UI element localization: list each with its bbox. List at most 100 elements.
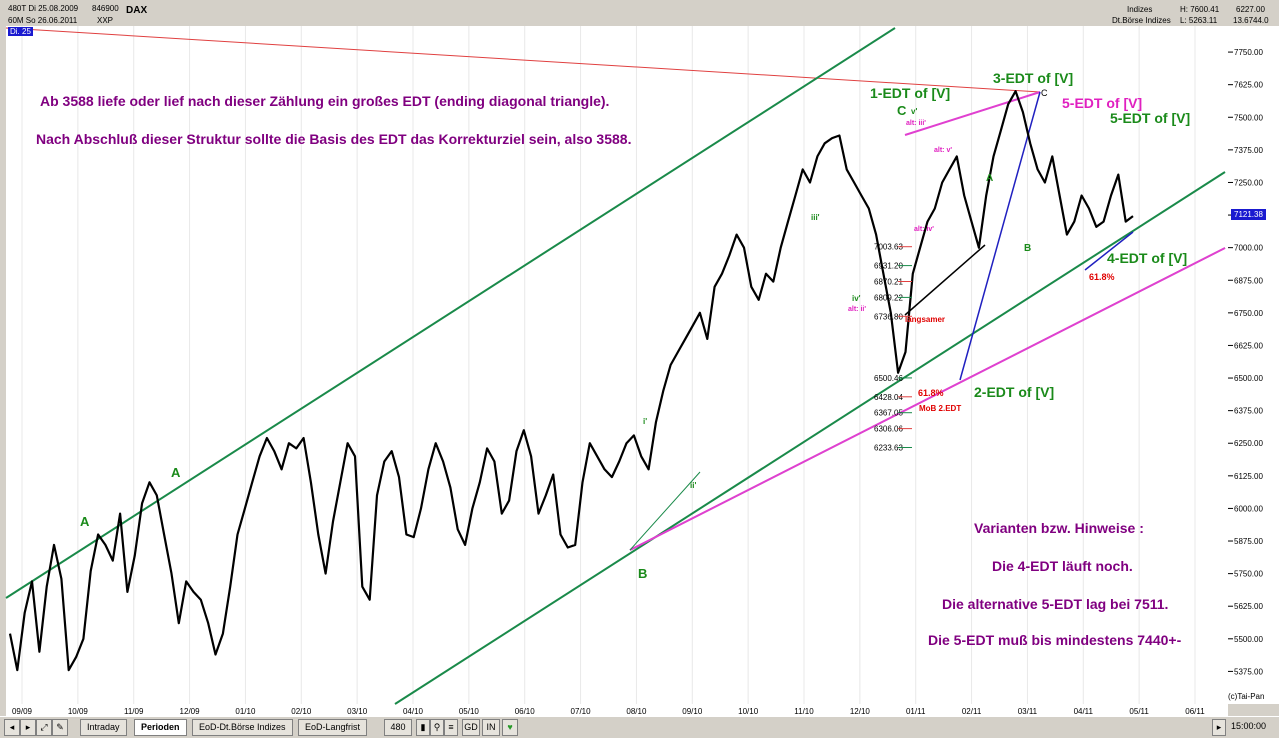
- header-val-1: 6227.00: [1236, 5, 1265, 14]
- x-tick-label: 03/10: [347, 707, 368, 716]
- magenta-trend-line: [629, 247, 1226, 551]
- label-alt-ii: alt: ii': [848, 306, 866, 313]
- label-4-edt: 4-EDT of [V]: [1107, 250, 1187, 266]
- y-tick-label: 6875.00: [1234, 276, 1263, 285]
- x-tick-label: 11/09: [124, 707, 144, 716]
- x-tick-label: 04/11: [1074, 707, 1094, 716]
- y-tick-label: 6500.00: [1234, 374, 1263, 383]
- x-tick-label: 01/10: [235, 707, 256, 716]
- y-tick-label: 6375.00: [1234, 407, 1263, 416]
- y-tick-label: 6000.00: [1234, 504, 1263, 513]
- x-tick-label: 12/09: [180, 707, 201, 716]
- header-low: L: 5263.11: [1180, 16, 1218, 25]
- header-date-1: 480T Di 25.08.2009: [8, 4, 79, 13]
- red-resistance-line: [5, 27, 1041, 93]
- label-alt-iv: alt: iv': [914, 226, 934, 233]
- x-tick-label: 02/11: [962, 707, 982, 716]
- x-tick-label: 10/10: [738, 707, 759, 716]
- annotation-text-1: Ab 3588 liefe oder lief nach dieser Zähl…: [40, 93, 609, 109]
- label-a-2: A: [171, 465, 181, 480]
- scroll-right-icon[interactable]: ▸: [20, 719, 36, 736]
- header-symbol: DAX: [126, 5, 148, 16]
- label-iii: iii': [811, 213, 820, 222]
- fib-level-label: 6233.63: [874, 443, 903, 452]
- y-tick-label: 7625.00: [1234, 81, 1263, 90]
- x-tick-label: 06/10: [515, 707, 536, 716]
- scroll-left-icon[interactable]: ◂: [4, 719, 20, 736]
- x-tick-label: 11/10: [794, 707, 814, 716]
- annotations: Ab 3588 liefe oder lief nach dieser Zähl…: [36, 70, 1190, 648]
- header-val-2: 13.6744.0: [1233, 16, 1269, 25]
- plot-area[interactable]: [6, 26, 1228, 704]
- fib-level-label: 6500.46: [874, 374, 903, 383]
- gd-button[interactable]: GD: [462, 719, 480, 736]
- header-date-2: 60M So 26.06.2011: [8, 16, 78, 25]
- price-line: [8, 90, 1134, 672]
- y-axis-area: [1228, 26, 1279, 704]
- hint-1: Die 4-EDT läuft noch.: [992, 558, 1133, 574]
- tools-icon[interactable]: ✎: [52, 719, 68, 736]
- header-code: 846900: [92, 4, 119, 13]
- label-a-1: A: [80, 514, 90, 529]
- label-2-edt: 2-EDT of [V]: [974, 384, 1054, 400]
- y-tick-label: 5375.00: [1234, 667, 1263, 676]
- label-iv: iv': [852, 294, 861, 303]
- hint-2: Die alternative 5-EDT lag bei 7511.: [942, 596, 1168, 612]
- bars-icon[interactable]: ▮: [416, 719, 430, 736]
- label-v: v': [911, 107, 917, 116]
- label-c-small: C: [1041, 88, 1048, 98]
- y-tick-label: 7375.00: [1234, 146, 1263, 155]
- label-3-edt: 3-EDT of [V]: [993, 70, 1073, 86]
- header-indizes: Indizes: [1127, 5, 1153, 14]
- label-alt-iii: alt: iii': [906, 120, 926, 127]
- x-axis-area: [6, 704, 1228, 716]
- green-wave-line: [629, 471, 701, 551]
- header-high: H: 7600.41: [1180, 5, 1220, 14]
- y-tick-label: 6750.00: [1234, 309, 1263, 318]
- x-tick-label: 02/10: [291, 707, 312, 716]
- label-b: B: [638, 566, 647, 581]
- time-display: 15:00:00: [1231, 721, 1267, 731]
- chart-grid: [21, 26, 1196, 704]
- header-badge: Di. 25: [8, 27, 33, 36]
- hint-3: Die 5-EDT muß bis mindestens 7440+-: [928, 632, 1182, 648]
- tab-eod-dt-boerse[interactable]: EoD-Dt.Börse Indizes: [192, 719, 293, 736]
- header-market: Dt.Börse Indizes: [1112, 16, 1171, 25]
- y-tick-label: 5875.00: [1234, 537, 1263, 546]
- fib-level-label: 6870.21: [874, 277, 903, 286]
- label-alt-v: alt: v': [934, 147, 952, 154]
- label-mob: MoB 2.EDT: [919, 404, 961, 413]
- y-tick-label: 5625.00: [1234, 602, 1263, 611]
- fib-level-label: 6809.22: [874, 293, 903, 302]
- label-i: i': [643, 417, 647, 426]
- blue-support-line: [1084, 231, 1134, 271]
- period-select[interactable]: 480: [384, 719, 412, 736]
- lower-channel-line: [394, 171, 1226, 705]
- scroll-end-icon[interactable]: ▸: [1212, 719, 1226, 736]
- label-langsamer: langsamer: [905, 315, 945, 324]
- zoom-icon[interactable]: ⤢: [36, 719, 52, 736]
- tab-intraday[interactable]: Intraday: [80, 719, 127, 736]
- y-tick-label: 5750.00: [1234, 570, 1263, 579]
- heart-icon[interactable]: ♥: [502, 719, 518, 736]
- current-price-label: 7121.38: [1231, 209, 1266, 220]
- trend-lines: [5, 27, 1226, 705]
- header-exchange: XXP: [97, 16, 114, 25]
- fib-level-label: 7003.63: [874, 243, 903, 252]
- tab-perioden[interactable]: Perioden: [134, 719, 187, 736]
- compare-icon[interactable]: ≡: [444, 719, 458, 736]
- label-b-small: B: [1024, 243, 1031, 254]
- tab-eod-langfrist[interactable]: EoD-Langfrist: [298, 719, 368, 736]
- in-button[interactable]: IN: [482, 719, 500, 736]
- fib-level-label: 6428.04: [874, 393, 903, 402]
- indicator-icon[interactable]: ⚲: [430, 719, 444, 736]
- annotation-text-2: Nach Abschluß dieser Struktur sollte die…: [36, 131, 631, 147]
- y-tick-label: 6250.00: [1234, 439, 1263, 448]
- fib-level-label: 6931.20: [874, 262, 903, 271]
- fib-level-label: 6736.80: [874, 312, 903, 321]
- fib-level-label: 6306.06: [874, 425, 903, 434]
- y-tick-label: 7250.00: [1234, 178, 1263, 187]
- label-ii: ii': [690, 481, 696, 490]
- x-tick-label: 03/11: [1018, 707, 1038, 716]
